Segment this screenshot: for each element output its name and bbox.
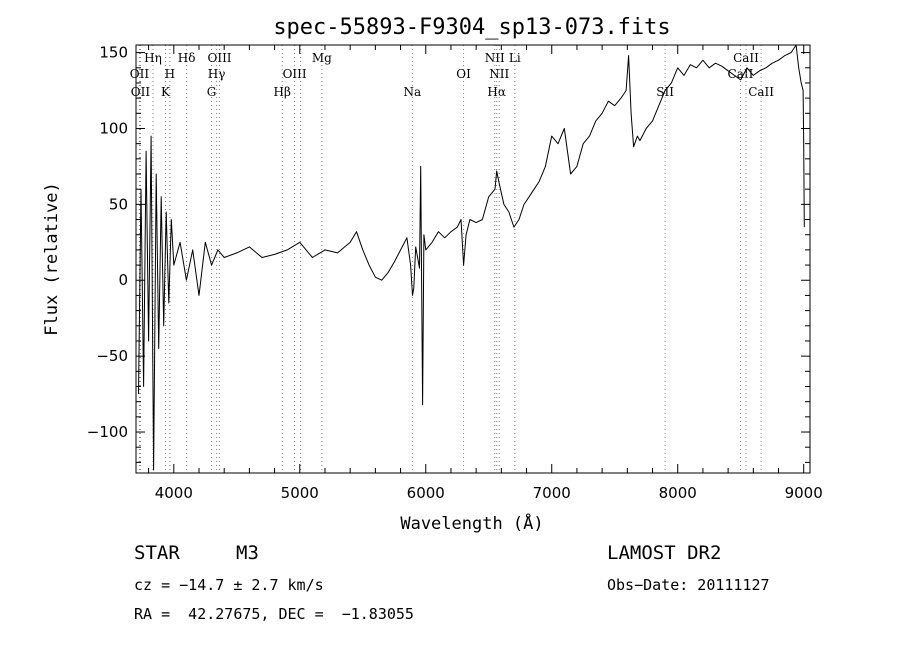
spectral-line-label: G [207, 85, 217, 99]
spectral-line-label: H [165, 67, 175, 81]
spectral-line-label: K [161, 85, 171, 99]
x-axis-ticks: 4000 5000 6000 7000 8000 9000 [148, 45, 823, 502]
plot-frame [135, 44, 811, 474]
spectral-line-label: Hα [487, 85, 506, 99]
spectrum-series [138, 44, 805, 471]
spectral-line-label: OII [130, 67, 150, 81]
y-tick-label: 0 [118, 271, 128, 289]
survey-name: LAMOST DR2 [607, 542, 722, 564]
x-tick-label: 5000 [281, 484, 319, 502]
y-tick-label: 50 [109, 195, 128, 213]
spectral-line-label: Na [403, 85, 421, 99]
y-axis-label: Flux (relative) [42, 182, 62, 336]
spectral-line-markers: OIIOIIHηKHHδGHγOIIIHβOIIIMgNaOINIIHαNIIL… [130, 45, 774, 473]
spectral-line-label: Hγ [208, 67, 226, 81]
y-tick-label: 150 [99, 44, 128, 62]
spectral-line-label: OII [131, 85, 151, 99]
spectral-line-label: NII [489, 67, 509, 81]
spectral-line-label: CaII [728, 67, 754, 81]
x-axis-label: Wavelength (Å) [400, 512, 543, 534]
spectral-line-label: OI [456, 67, 471, 81]
object-subclass: M3 [236, 542, 259, 564]
x-tick-label: 6000 [407, 484, 445, 502]
spectral-line-label: OIII [283, 67, 307, 81]
spectral-line-label: NII [485, 51, 505, 65]
redshift-velocity: cz = −14.7 ± 2.7 km/s [134, 576, 324, 594]
spectral-line-label: OIII [207, 51, 231, 65]
spectral-line-label: Li [509, 51, 521, 65]
spectral-line-label: SII [656, 85, 674, 99]
spectral-line-label: Hη [144, 51, 162, 65]
spectral-line-label: Mg [312, 51, 332, 65]
spectral-line-label: Hβ [274, 85, 291, 99]
x-tick-label: 7000 [533, 484, 571, 502]
chart-title: spec-55893-F9304_sp13-073.fits [273, 15, 670, 40]
x-tick-label: 4000 [155, 484, 193, 502]
spectral-line-label: Hδ [178, 51, 196, 65]
y-tick-label: −50 [96, 347, 128, 365]
spectrum-line-0 [138, 44, 805, 471]
object-class: STAR [134, 542, 180, 564]
spectral-line-label: CaII [748, 85, 774, 99]
x-tick-label: 9000 [785, 484, 823, 502]
y-tick-label: 100 [99, 119, 128, 137]
coordinates: RA = 42.27675, DEC = −1.83055 [134, 605, 414, 623]
spectral-line-label: CaII [733, 51, 759, 65]
y-tick-label: −100 [87, 423, 128, 441]
x-tick-label: 8000 [659, 484, 697, 502]
y-axis-ticks: −100 −50 0 50 100 150 [87, 44, 810, 463]
observation-date: Obs−Date: 20111127 [607, 576, 770, 594]
